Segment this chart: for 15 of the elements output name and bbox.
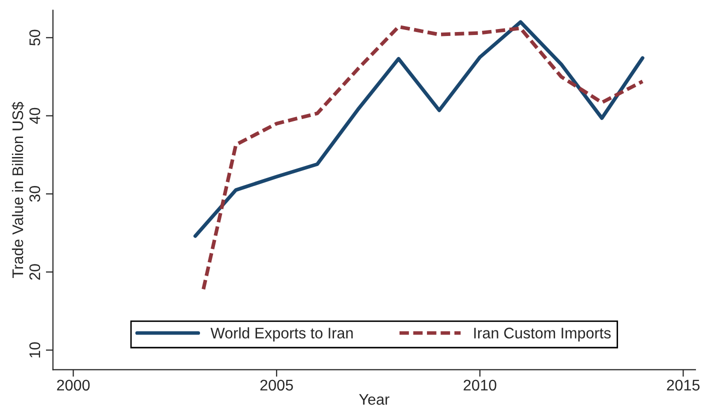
y-tick-label: 40 <box>29 108 40 124</box>
line-series <box>202 24 644 291</box>
x-tick-label: 2015 <box>666 380 700 391</box>
x-axis-title: Year <box>359 394 390 405</box>
line-series <box>193 20 644 238</box>
y-tick-label: 50 <box>29 30 40 46</box>
y-tick-label: 30 <box>29 186 40 202</box>
x-tick-label: 2010 <box>464 380 496 391</box>
x-tick-label: 2000 <box>57 380 90 391</box>
x-tick-label: 2005 <box>260 380 293 391</box>
legend-label: World Exports to Iran <box>210 327 353 342</box>
y-axis-title: Trade Value in Billion US$ <box>12 102 24 278</box>
y-tick-label: 10 <box>29 342 40 358</box>
legend-label: Iran Custom Imports <box>474 328 611 342</box>
y-tick-label: 20 <box>29 264 40 280</box>
